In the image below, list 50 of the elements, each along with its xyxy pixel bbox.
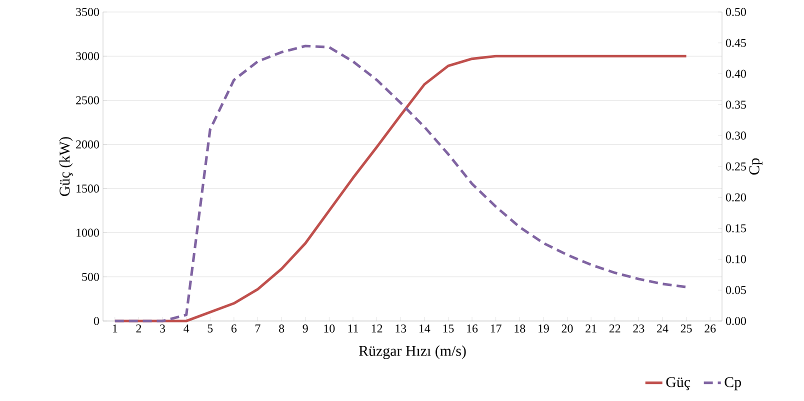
- y2-tick-label: 0.35: [726, 100, 746, 109]
- y2-tick-label: 0.25: [726, 162, 746, 171]
- y2-tick-label: 0.45: [726, 38, 746, 47]
- legend-label: Cp: [724, 377, 741, 390]
- x-tick-label: 19: [538, 324, 549, 333]
- x-tick-label: 17: [490, 324, 502, 332]
- x-tick-label: 1: [112, 324, 118, 332]
- y-tick-label: 3000: [76, 52, 100, 60]
- y-tick-label: 2000: [76, 140, 100, 148]
- y-tick-label: 3500: [76, 8, 100, 16]
- y2-tick-label: 0.05: [726, 286, 746, 294]
- x-tick-label: 5: [208, 324, 213, 332]
- y-axis-title: Güç (kW): [59, 137, 73, 196]
- x-tick-label: 11: [348, 324, 358, 332]
- x-tick-label: 20: [562, 324, 573, 333]
- y-tick-label: 1000: [76, 228, 100, 237]
- x-tick-label: 15: [443, 324, 454, 333]
- x-tick-label: 13: [396, 324, 406, 333]
- x-tick-label: 25: [680, 324, 692, 333]
- x-tick-label: 26: [704, 324, 716, 333]
- legend-label: Güç: [666, 377, 690, 390]
- y2-tick-label: 0.10: [726, 255, 746, 264]
- x-axis-title: Rüzgar Hızı (m/s): [358, 345, 466, 360]
- x-tick-label: 21: [586, 324, 596, 332]
- y-tick-label: 500: [82, 272, 100, 281]
- x-tick-label: 3: [160, 324, 166, 333]
- y-tick-label: 1500: [76, 184, 100, 193]
- x-tick-label: 12: [372, 324, 382, 332]
- x-tick-label: 16: [467, 324, 478, 333]
- x-tick-label: 7: [256, 324, 260, 332]
- y2-tick-label: 0.20: [726, 193, 746, 202]
- y-tick-label: 0: [94, 316, 100, 326]
- y2-tick-label: 0.15: [726, 224, 746, 232]
- y2-tick-label: 0.30: [726, 132, 746, 140]
- y2-axis-title: Cp: [749, 158, 762, 175]
- x-tick-label: 24: [657, 324, 668, 332]
- x-tick-label: 9: [302, 324, 308, 333]
- x-tick-label: 6: [231, 324, 237, 333]
- x-tick-label: 2: [136, 324, 142, 332]
- y-tick-label: 2500: [76, 96, 100, 104]
- x-tick-label: 8: [279, 324, 284, 333]
- x-tick-label: 10: [324, 324, 335, 333]
- x-tick-label: 23: [633, 324, 644, 333]
- x-tick-label: 22: [609, 324, 620, 332]
- y2-tick-label: 0.50: [726, 8, 746, 16]
- x-tick-label: 14: [419, 324, 430, 332]
- x-tick-label: 4: [184, 324, 190, 332]
- y2-tick-label: 0.40: [726, 70, 746, 78]
- y2-tick-label: 0.00: [726, 316, 746, 326]
- x-tick-label: 18: [514, 324, 526, 333]
